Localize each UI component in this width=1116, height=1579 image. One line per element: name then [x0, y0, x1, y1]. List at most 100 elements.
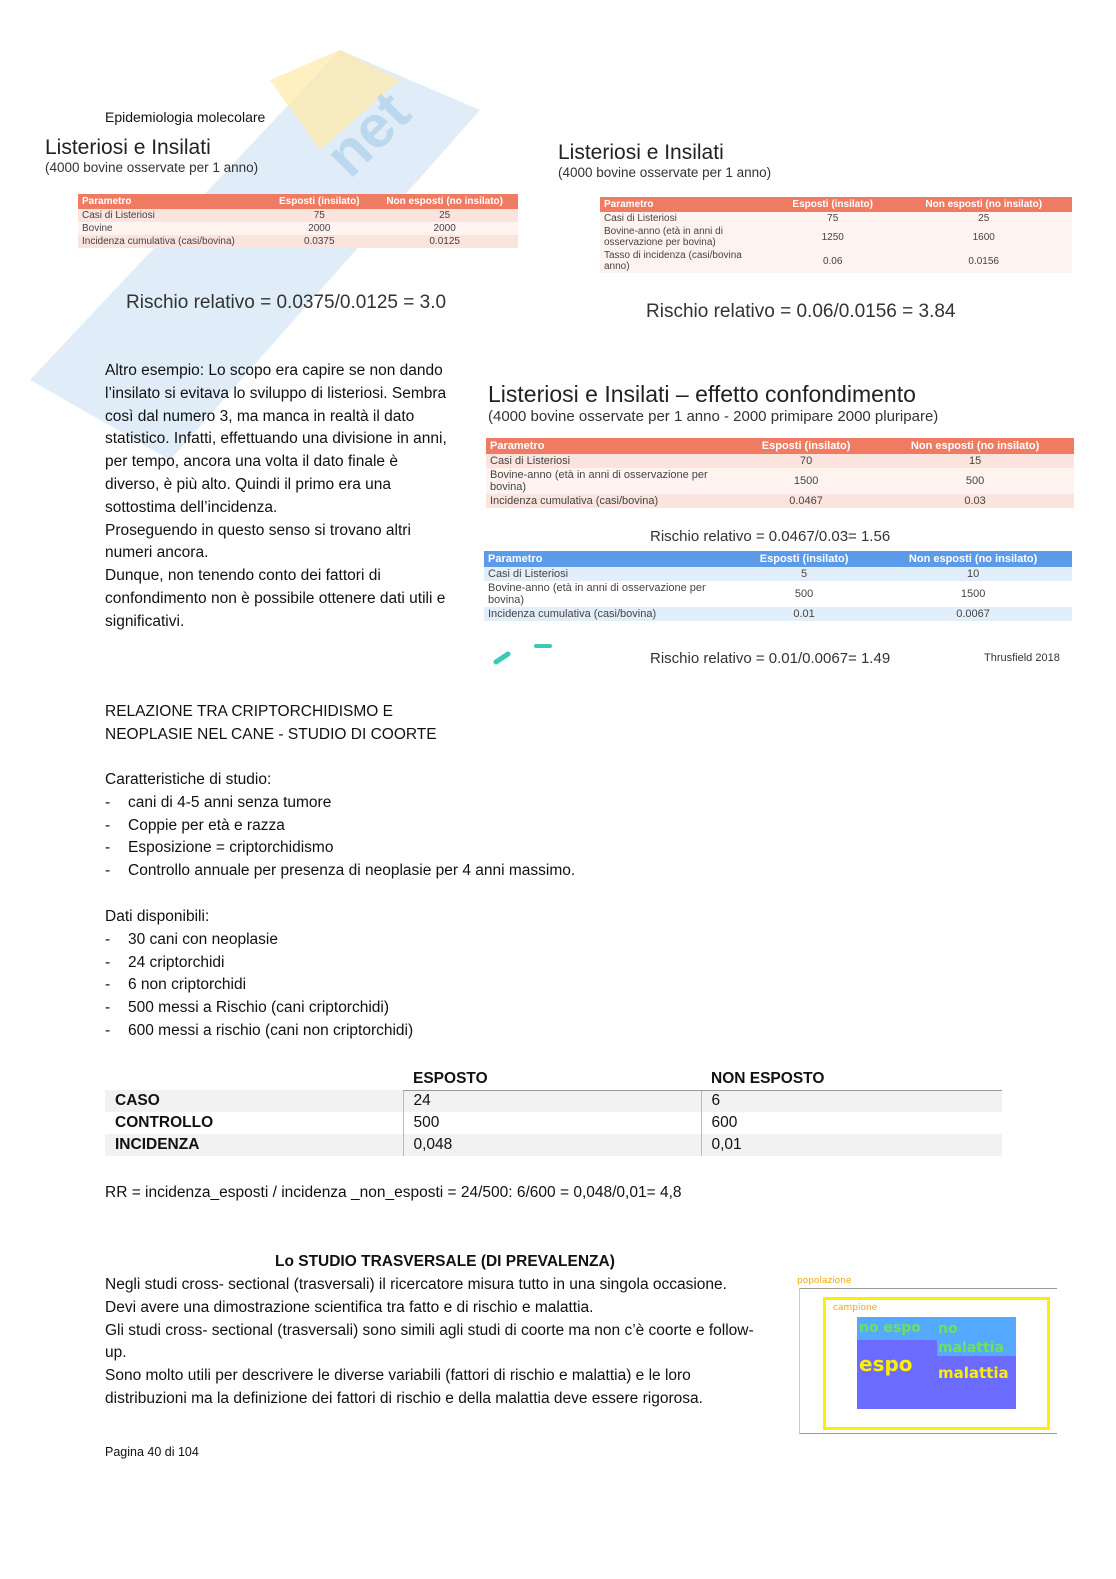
table-cell: 25: [371, 209, 518, 222]
study-features: Caratteristiche di studio: cani di 4-5 a…: [105, 769, 575, 883]
table-cell: 1500: [874, 581, 1072, 607]
table-cell: Non esposti (no insilato): [874, 551, 1072, 567]
table-cell: 500: [402, 1112, 701, 1134]
table-row: Incidenza cumulativa (casi/bovina) 0.01 0.…: [484, 607, 1072, 621]
relative-risk: Rischio relativo = 0.0467/0.03= 1.56: [650, 528, 891, 545]
no-expo-label: no espo: [859, 1320, 921, 1336]
paragraph-example: Altro esempio: Lo scopo era capire se no…: [105, 362, 447, 630]
table-row: Casi di Listeriosi 75 25: [600, 212, 1072, 225]
population-diagram: popolazione campione no espo no malattia…: [797, 1276, 1059, 1436]
table-cell: 75: [267, 209, 372, 222]
table-row: Casi di Listeriosi 5 10: [484, 567, 1072, 581]
available-data: Dati disponibili: 30 cani con neoplasie2…: [105, 906, 413, 1043]
header-cell: Esposti (insilato): [267, 194, 372, 209]
cross-sectional-text: Negli studi cross- sectional (trasversal…: [105, 1276, 754, 1407]
table-row: Incidenza cumulativa (casi/bovina) 0.0467…: [486, 494, 1074, 508]
relative-risk: Rischio relativo = 0.06/0.0156 = 3.84: [646, 301, 956, 322]
table-cell: 0.0156: [895, 249, 1072, 273]
population-label: popolazione: [797, 1276, 852, 1286]
slide-subtitle: (4000 bovine osservate per 1 anno): [45, 160, 259, 175]
table-cell: 600: [700, 1112, 1002, 1134]
table-cell: 0.0375: [267, 235, 372, 248]
sample-label: campione: [833, 1303, 878, 1313]
table-cell: ESPOSTO: [403, 1068, 701, 1091]
slide-2-table: Parametro Esposti (insilato) Non esposti (…: [600, 197, 1072, 273]
slide-title: Listeriosi e Insilati: [558, 141, 724, 164]
table-row: Incidenza cumulativa (casi/bovina) 0.0375…: [78, 235, 518, 248]
table-cell: 10: [874, 567, 1072, 581]
section-title-cohort: RELAZIONE TRA CRIPTORCHIDISMO E NEOPLASIE…: [105, 703, 437, 743]
table-cell: 0,048: [402, 1134, 701, 1156]
table-cell: INCIDENZA: [105, 1134, 403, 1156]
slide-1: Listeriosi e Insilati (4000 bovine osser…: [45, 136, 258, 175]
table-cell: Casi di Listeriosi: [486, 454, 736, 468]
slide-subtitle: (4000 bovine osservate per 1 anno): [558, 165, 772, 180]
table-cell: Casi di Listeriosi: [78, 209, 268, 222]
table-cell: 1250: [770, 225, 896, 249]
table-cell: 500: [876, 468, 1074, 494]
table-cell: CASO: [105, 1090, 403, 1112]
watermark-logo: net: [30, 50, 480, 460]
table-cell: Bovine: [78, 222, 268, 235]
table-cell: [105, 1068, 403, 1090]
table-row: Bovine-anno (età in anni di osservazione…: [486, 468, 1074, 494]
table-row: Casi di Listeriosi 75 25: [78, 209, 518, 222]
table-row: CONTROLLO 500 600: [105, 1112, 1002, 1134]
source-citation: Thrusfield 2018: [984, 652, 1060, 664]
table-cell: Incidenza cumulativa (casi/bovina): [486, 494, 736, 508]
table-row: Bovine-anno (età in anni di osservazione…: [600, 225, 1072, 249]
table-cell: 0.03: [876, 494, 1074, 508]
slide-2: Listeriosi e Insilati (4000 bovine osser…: [558, 141, 771, 180]
table-cell: 25: [895, 212, 1072, 225]
table-cell: Incidenza cumulativa (casi/bovina): [484, 607, 734, 621]
slide-subtitle: (4000 bovine osservate per 1 anno - 2000…: [488, 408, 939, 425]
table-cell: Parametro: [484, 551, 734, 567]
slide-1-table: Parametro Esposti (insilato) Non esposti (…: [78, 194, 518, 248]
table-cell: 24: [402, 1090, 701, 1112]
table-cell: Incidenza cumulativa (casi/bovina): [78, 235, 268, 248]
slide-3-table-1: Parametro Esposti (insilato) Non esposti (…: [486, 438, 1074, 508]
table-cell: 2000: [371, 222, 518, 235]
table-cell: 0.0067: [874, 607, 1072, 621]
table-cell: Bovine-anno (età in anni di osservazione…: [486, 468, 736, 494]
disease-label: malattia: [938, 1364, 1009, 1382]
table-cell: 6: [700, 1090, 1002, 1112]
table-cell: 500: [734, 581, 875, 607]
table-cell: Non esposti (no insilato): [876, 438, 1074, 454]
relative-risk: Rischio relativo = 0.01/0.0067= 1.49: [650, 650, 891, 667]
table-row: Casi di Listeriosi 70 15: [486, 454, 1074, 468]
page-header: Epidemiologia molecolare: [105, 109, 266, 125]
header-cell: Non esposti (no insilato): [895, 197, 1072, 212]
table-cell: CONTROLLO: [115, 1114, 214, 1131]
table-cell: Casi di Listeriosi: [484, 567, 734, 581]
table-cell: Bovine-anno (età in anni di osservazione…: [484, 581, 734, 607]
header-cell: Non esposti (no insilato): [371, 194, 518, 209]
slide-3-table-2: Parametro Esposti (insilato) Non esposti (…: [484, 551, 1072, 621]
table-cell: 15: [876, 454, 1074, 468]
table-cell: 0.01: [734, 607, 875, 621]
table-cell: 1600: [895, 225, 1072, 249]
table-cell: Esposti (insilato): [736, 438, 877, 454]
table-cell: 0.0467: [736, 494, 877, 508]
header-cell: Parametro: [78, 194, 268, 209]
table-cell: Parametro: [486, 438, 736, 454]
no-disease-label: no malattia: [938, 1321, 1004, 1356]
table-cell: Tasso di incidenza (casi/bovina anno): [600, 249, 770, 273]
table-cell: 1500: [736, 468, 877, 494]
table-cell: 0.06: [770, 249, 896, 273]
header-cell: Esposti (insilato): [770, 197, 896, 212]
page-footer: Pagina 40 di 104: [105, 1445, 199, 1459]
expo-label: espo: [859, 1352, 913, 1376]
table-cell: 0,01: [700, 1134, 1002, 1156]
relative-risk: Rischio relativo = 0.0375/0.0125 = 3.0: [126, 292, 447, 313]
slide-title: Listeriosi e Insilati – effetto confondi…: [488, 381, 916, 407]
slide-3: Listeriosi e Insilati – effetto confondi…: [488, 381, 938, 425]
table-cell: 75: [770, 212, 896, 225]
header-cell: Parametro: [600, 197, 770, 212]
section-title-cross-sectional: Lo STUDIO TRASVERSALE (DI PREVALENZA): [275, 1253, 615, 1270]
table-row: INCIDENZA 0,048 0,01: [105, 1134, 1002, 1156]
table-row: CASO 24 6: [105, 1090, 1002, 1112]
table-cell: NON ESPOSTO: [701, 1068, 1002, 1091]
decorative-strokes-icon: [493, 644, 552, 665]
cohort-table: ESPOSTO NON ESPOSTO CASO 24 6 CONTROLLO 500 6…: [105, 1068, 1002, 1156]
